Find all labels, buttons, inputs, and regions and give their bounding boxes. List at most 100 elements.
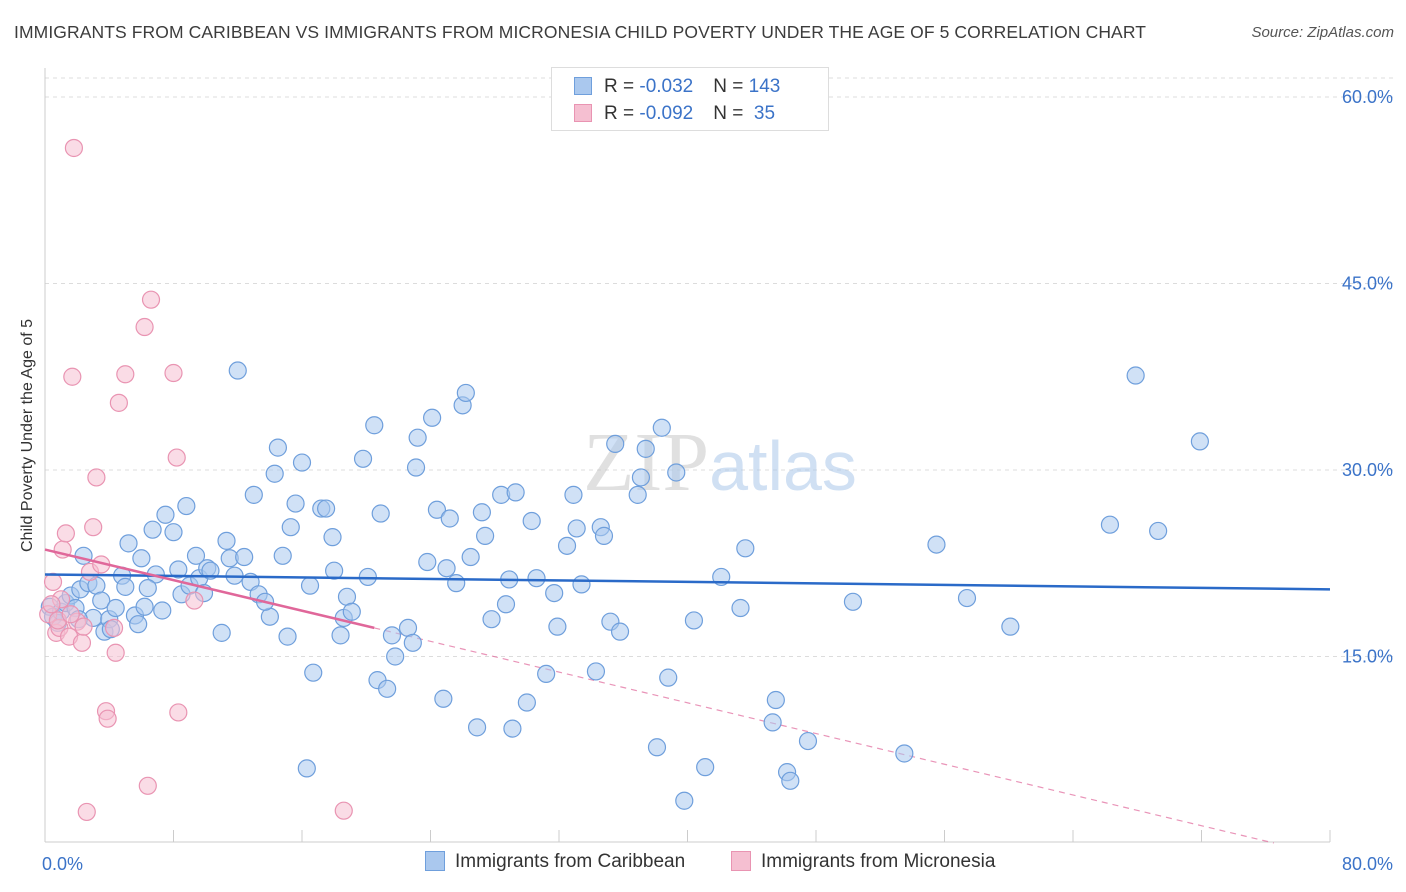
micronesia-point bbox=[98, 709, 117, 728]
micronesia-point bbox=[141, 290, 161, 309]
caribbean-point bbox=[406, 458, 426, 477]
caribbean-point bbox=[659, 668, 678, 687]
caribbean-point bbox=[675, 791, 694, 810]
caribbean-point bbox=[957, 588, 977, 608]
chart-title: IMMIGRANTS FROM CARIBBEAN VS IMMIGRANTS … bbox=[14, 22, 1147, 42]
caribbean-point bbox=[476, 526, 495, 545]
caribbean-point bbox=[132, 549, 151, 568]
x-tick-label: 0.0% bbox=[42, 854, 83, 874]
caribbean-point bbox=[696, 758, 715, 777]
data-points bbox=[39, 138, 1331, 822]
caribbean-point bbox=[843, 592, 863, 611]
caribbean-point bbox=[496, 595, 516, 614]
caribbean-point bbox=[371, 504, 390, 523]
caribbean-point bbox=[467, 718, 487, 737]
caribbean-point bbox=[116, 577, 135, 596]
caribbean-point bbox=[631, 468, 651, 487]
caribbean-point bbox=[652, 418, 671, 437]
micronesia-point bbox=[61, 605, 80, 624]
caribbean-point bbox=[636, 439, 655, 458]
micronesia-point bbox=[64, 138, 84, 158]
micronesia-point bbox=[135, 317, 154, 337]
caribbean-point bbox=[567, 519, 586, 538]
caribbean-point bbox=[895, 744, 914, 763]
y-tick-label: 30.0% bbox=[1342, 460, 1393, 480]
caribbean-point bbox=[763, 713, 782, 732]
caribbean-point bbox=[292, 453, 312, 472]
n-value: 143 bbox=[748, 76, 781, 97]
caribbean-point bbox=[572, 575, 591, 594]
caribbean-point bbox=[217, 531, 236, 550]
caribbean-point bbox=[606, 434, 625, 453]
legend-row-micronesia: R = -0.092 N = 35 bbox=[574, 103, 775, 125]
caribbean-point bbox=[268, 438, 288, 457]
caribbean-point bbox=[1190, 432, 1209, 451]
caribbean-point bbox=[316, 499, 336, 518]
micronesia-point bbox=[334, 801, 353, 820]
caribbean-point bbox=[169, 560, 188, 579]
caribbean-point bbox=[325, 561, 344, 580]
caribbean-point bbox=[456, 383, 475, 403]
caribbean-point bbox=[736, 539, 755, 558]
caribbean-point bbox=[628, 485, 647, 504]
caribbean-point bbox=[403, 633, 422, 652]
caribbean-point bbox=[427, 500, 447, 519]
x-tick-label: 80.0% bbox=[1342, 854, 1393, 874]
micronesia-legend-label: Immigrants from Micronesia bbox=[761, 851, 996, 872]
micronesia-point bbox=[63, 367, 82, 386]
caribbean-point bbox=[564, 485, 583, 504]
caribbean-point bbox=[408, 428, 427, 447]
caribbean-point bbox=[129, 615, 148, 634]
caribbean-point bbox=[297, 759, 316, 778]
caribbean-point bbox=[265, 464, 284, 483]
caribbean-point bbox=[235, 547, 254, 567]
micronesia-point bbox=[74, 617, 93, 636]
n-label: N = bbox=[713, 103, 749, 124]
caribbean-point bbox=[781, 771, 800, 790]
caribbean-point bbox=[461, 547, 480, 567]
caribbean-point bbox=[418, 552, 437, 572]
bottom-legend-caribbean: Immigrants from Caribbean bbox=[425, 851, 685, 873]
y-tick-label: 60.0% bbox=[1342, 87, 1393, 107]
caribbean-point bbox=[244, 485, 263, 504]
caribbean-point bbox=[557, 536, 577, 555]
micronesia-swatch bbox=[731, 851, 751, 871]
micronesia-point bbox=[169, 703, 188, 722]
caribbean-point bbox=[927, 535, 946, 554]
caribbean-point bbox=[647, 738, 667, 757]
caribbean-point bbox=[798, 731, 818, 751]
micronesia-point bbox=[84, 518, 103, 537]
micronesia-swatch bbox=[574, 104, 592, 122]
micronesia-point bbox=[116, 365, 135, 384]
caribbean-point bbox=[164, 523, 183, 542]
caribbean-point bbox=[503, 719, 522, 738]
caribbean-point bbox=[281, 518, 300, 537]
correlation-legend: R = -0.032 N = 143 R = -0.092 N = 35 bbox=[551, 67, 829, 131]
caribbean-point bbox=[201, 561, 220, 580]
caribbean-point bbox=[74, 546, 93, 565]
caribbean-point bbox=[353, 449, 373, 468]
source-label: Source: ZipAtlas.com bbox=[1251, 24, 1394, 41]
caribbean-point bbox=[610, 622, 630, 641]
caribbean-point bbox=[273, 546, 292, 565]
micronesia-point bbox=[164, 363, 183, 383]
caribbean-point bbox=[1001, 617, 1020, 636]
r-value: -0.032 bbox=[639, 76, 694, 97]
caribbean-point bbox=[447, 574, 466, 593]
caribbean-point bbox=[304, 663, 323, 682]
micronesia-point bbox=[87, 468, 106, 487]
caribbean-point bbox=[1100, 515, 1120, 534]
caribbean-point bbox=[228, 361, 247, 380]
caribbean-point bbox=[437, 559, 456, 578]
caribbean-swatch bbox=[425, 851, 445, 871]
caribbean-point bbox=[482, 610, 501, 629]
micronesia-point bbox=[42, 595, 61, 614]
caribbean-point bbox=[731, 598, 750, 618]
caribbean-point bbox=[594, 526, 614, 545]
caribbean-point bbox=[331, 626, 350, 645]
legend-row-caribbean: R = -0.032 N = 143 bbox=[574, 76, 780, 98]
caribbean-point bbox=[342, 602, 361, 621]
caribbean-point bbox=[545, 583, 564, 603]
caribbean-point bbox=[766, 690, 785, 710]
